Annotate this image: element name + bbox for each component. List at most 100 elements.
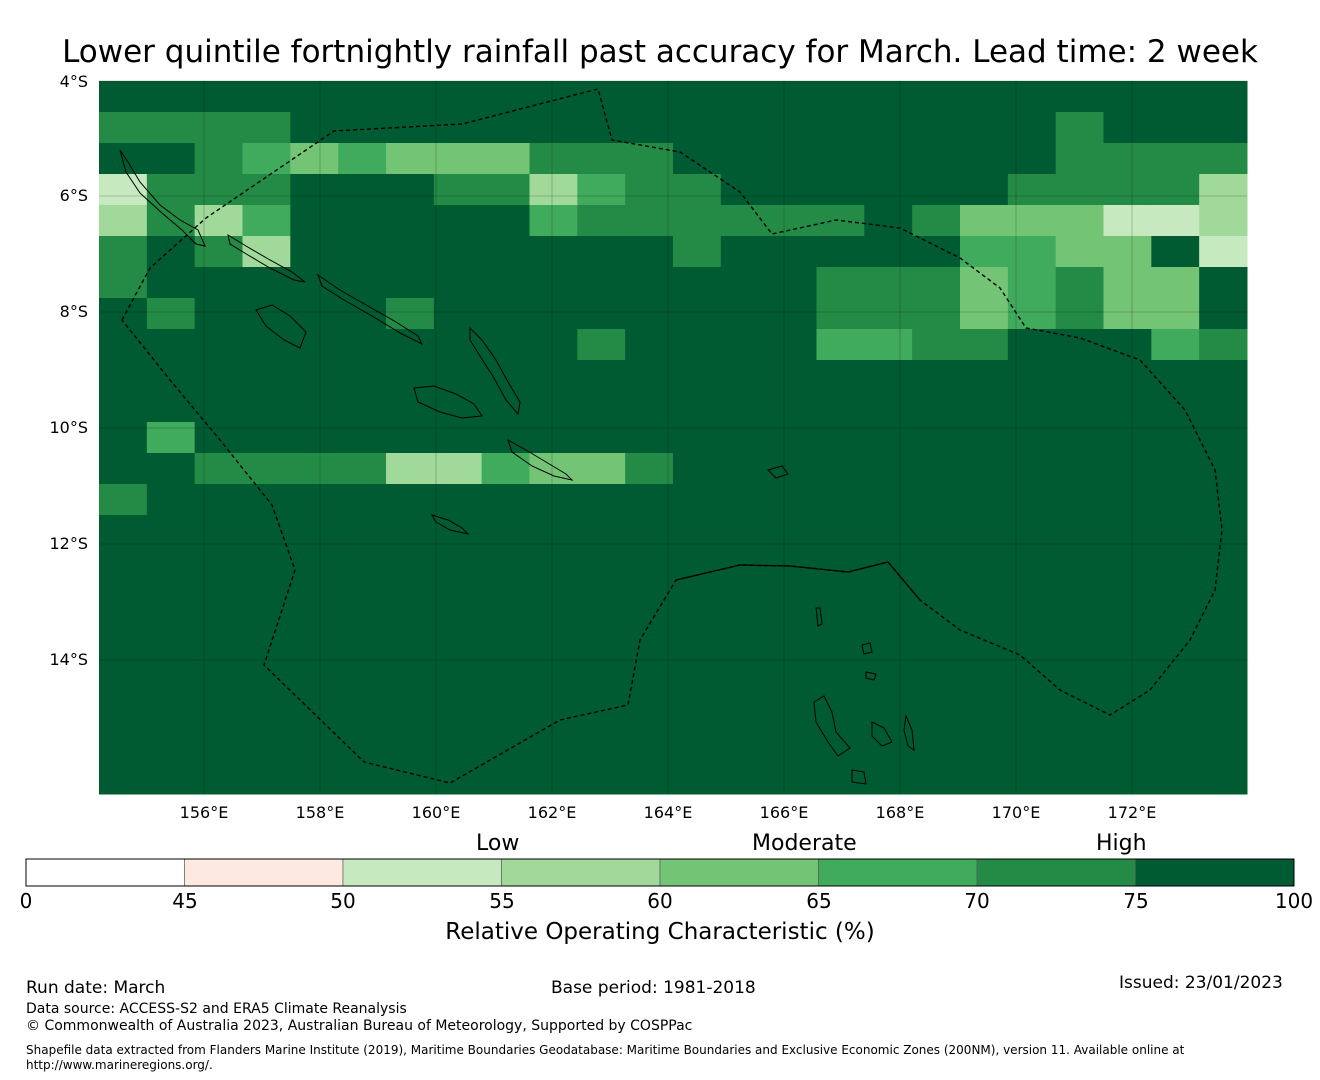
- grid-cell: [529, 143, 578, 175]
- grid-cell: [720, 112, 770, 144]
- grid-cell: [768, 143, 817, 175]
- grid-cell: [912, 174, 961, 206]
- grid-cell: [338, 391, 387, 423]
- grid-cell: [481, 236, 530, 268]
- grid-cell: [1199, 639, 1248, 671]
- colorbar-tick-50: 50: [330, 889, 356, 913]
- grid-cell: [720, 329, 770, 361]
- grid-cell: [1103, 422, 1152, 454]
- grid-cell: [290, 360, 339, 392]
- grid-cell: [146, 143, 196, 175]
- grid-cell: [433, 174, 483, 206]
- grid-cell: [433, 639, 483, 671]
- grid-cell: [433, 608, 483, 640]
- grid-cell: [290, 143, 339, 175]
- grid-cell: [625, 174, 674, 206]
- grid-cell: [1103, 112, 1152, 144]
- grid-cell: [194, 143, 243, 175]
- grid-cell: [529, 484, 578, 516]
- grid-cell: [625, 515, 674, 547]
- grid-cell: [242, 205, 291, 237]
- grid-cell: [99, 763, 148, 795]
- grid-cell: [577, 453, 626, 485]
- grid-cell: [960, 484, 1009, 516]
- grid-cell: [1199, 608, 1248, 640]
- lat-label-4s: 4°S: [59, 72, 88, 91]
- grid-cell: [529, 422, 578, 454]
- grid-cell: [912, 515, 961, 547]
- grid-cell: [481, 515, 530, 547]
- grid-cell: [673, 577, 722, 609]
- coastlines: [119, 149, 915, 785]
- grid-cell: [720, 484, 770, 516]
- grid-cell: [1007, 205, 1057, 237]
- grid-cell: [194, 639, 243, 671]
- grid-cell: [386, 732, 435, 764]
- grid-cell: [912, 391, 961, 423]
- grid-cell: [1007, 732, 1057, 764]
- grid-cell: [433, 81, 483, 113]
- grid-cell: [146, 112, 196, 144]
- grid-cell: [1151, 484, 1200, 516]
- grid-cell: [864, 81, 913, 113]
- grid-cell: [386, 422, 435, 454]
- grid-cell: [1199, 546, 1248, 578]
- grid-cell: [529, 205, 578, 237]
- grid-cell: [194, 81, 243, 113]
- colorbar-bin: [818, 858, 978, 887]
- grid-cell: [816, 81, 865, 113]
- grid-cell: [673, 236, 722, 268]
- grid-cell: [960, 577, 1009, 609]
- grid-cell: [1199, 763, 1248, 795]
- grid-cell: [1055, 81, 1104, 113]
- grid-cell: [433, 453, 483, 485]
- grid-cell: [290, 608, 339, 640]
- grid-cell: [816, 701, 865, 733]
- grid-cell: [481, 360, 530, 392]
- grid-cell: [146, 577, 196, 609]
- lat-label-14s: 14°S: [49, 650, 88, 669]
- grid-cell: [99, 515, 148, 547]
- grid-cell: [816, 484, 865, 516]
- grid-cell: [1199, 236, 1248, 268]
- grid-cell: [433, 546, 483, 578]
- grid-cell: [386, 298, 435, 330]
- grid-cell: [242, 391, 291, 423]
- grid-cell: [1151, 143, 1200, 175]
- grid-cell: [768, 422, 817, 454]
- grid-cell: [1007, 670, 1057, 702]
- grid-cell: [912, 546, 961, 578]
- grid-cell: [864, 267, 913, 299]
- grid-cell: [960, 701, 1009, 733]
- grid-cell: [481, 267, 530, 299]
- grid-cell: [1151, 515, 1200, 547]
- grid-cell: [864, 608, 913, 640]
- grid-cell: [816, 391, 865, 423]
- grid-cell: [194, 453, 243, 485]
- grid-cell: [577, 298, 626, 330]
- colorbar-bin: [184, 858, 344, 887]
- grid-cell: [99, 484, 148, 516]
- grid-cell: [1103, 205, 1152, 237]
- grid-cell: [146, 236, 196, 268]
- grid-cell: [386, 608, 435, 640]
- grid-cell: [625, 639, 674, 671]
- grid-cell: [960, 670, 1009, 702]
- grid-cell: [1199, 515, 1248, 547]
- colorbar-bin: [659, 858, 819, 887]
- grid-cell: [1055, 236, 1104, 268]
- grid-cell: [146, 639, 196, 671]
- colorbar-tick-0: 0: [19, 889, 33, 913]
- grid-cell: [433, 329, 483, 361]
- grid-cell: [242, 732, 291, 764]
- grid-cell: [816, 763, 865, 795]
- lat-label-10s: 10°S: [49, 418, 88, 437]
- grid-cell: [1199, 484, 1248, 516]
- grid-cell: [1199, 422, 1248, 454]
- grid-cell: [338, 205, 387, 237]
- grid-cell: [99, 732, 148, 764]
- grid-cell: [720, 577, 770, 609]
- grid-cell: [960, 81, 1009, 113]
- grid-cell: [433, 422, 483, 454]
- grid-cell: [1199, 701, 1248, 733]
